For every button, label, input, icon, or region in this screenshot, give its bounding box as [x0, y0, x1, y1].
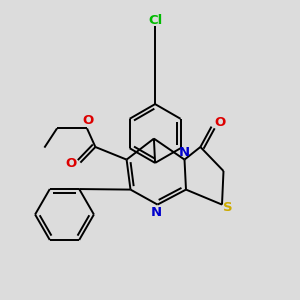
Text: O: O: [214, 116, 226, 130]
Text: O: O: [82, 114, 93, 127]
Text: S: S: [223, 201, 233, 214]
Text: O: O: [66, 157, 77, 170]
Text: N: N: [179, 146, 190, 160]
Text: N: N: [150, 206, 162, 219]
Text: Cl: Cl: [148, 14, 162, 28]
